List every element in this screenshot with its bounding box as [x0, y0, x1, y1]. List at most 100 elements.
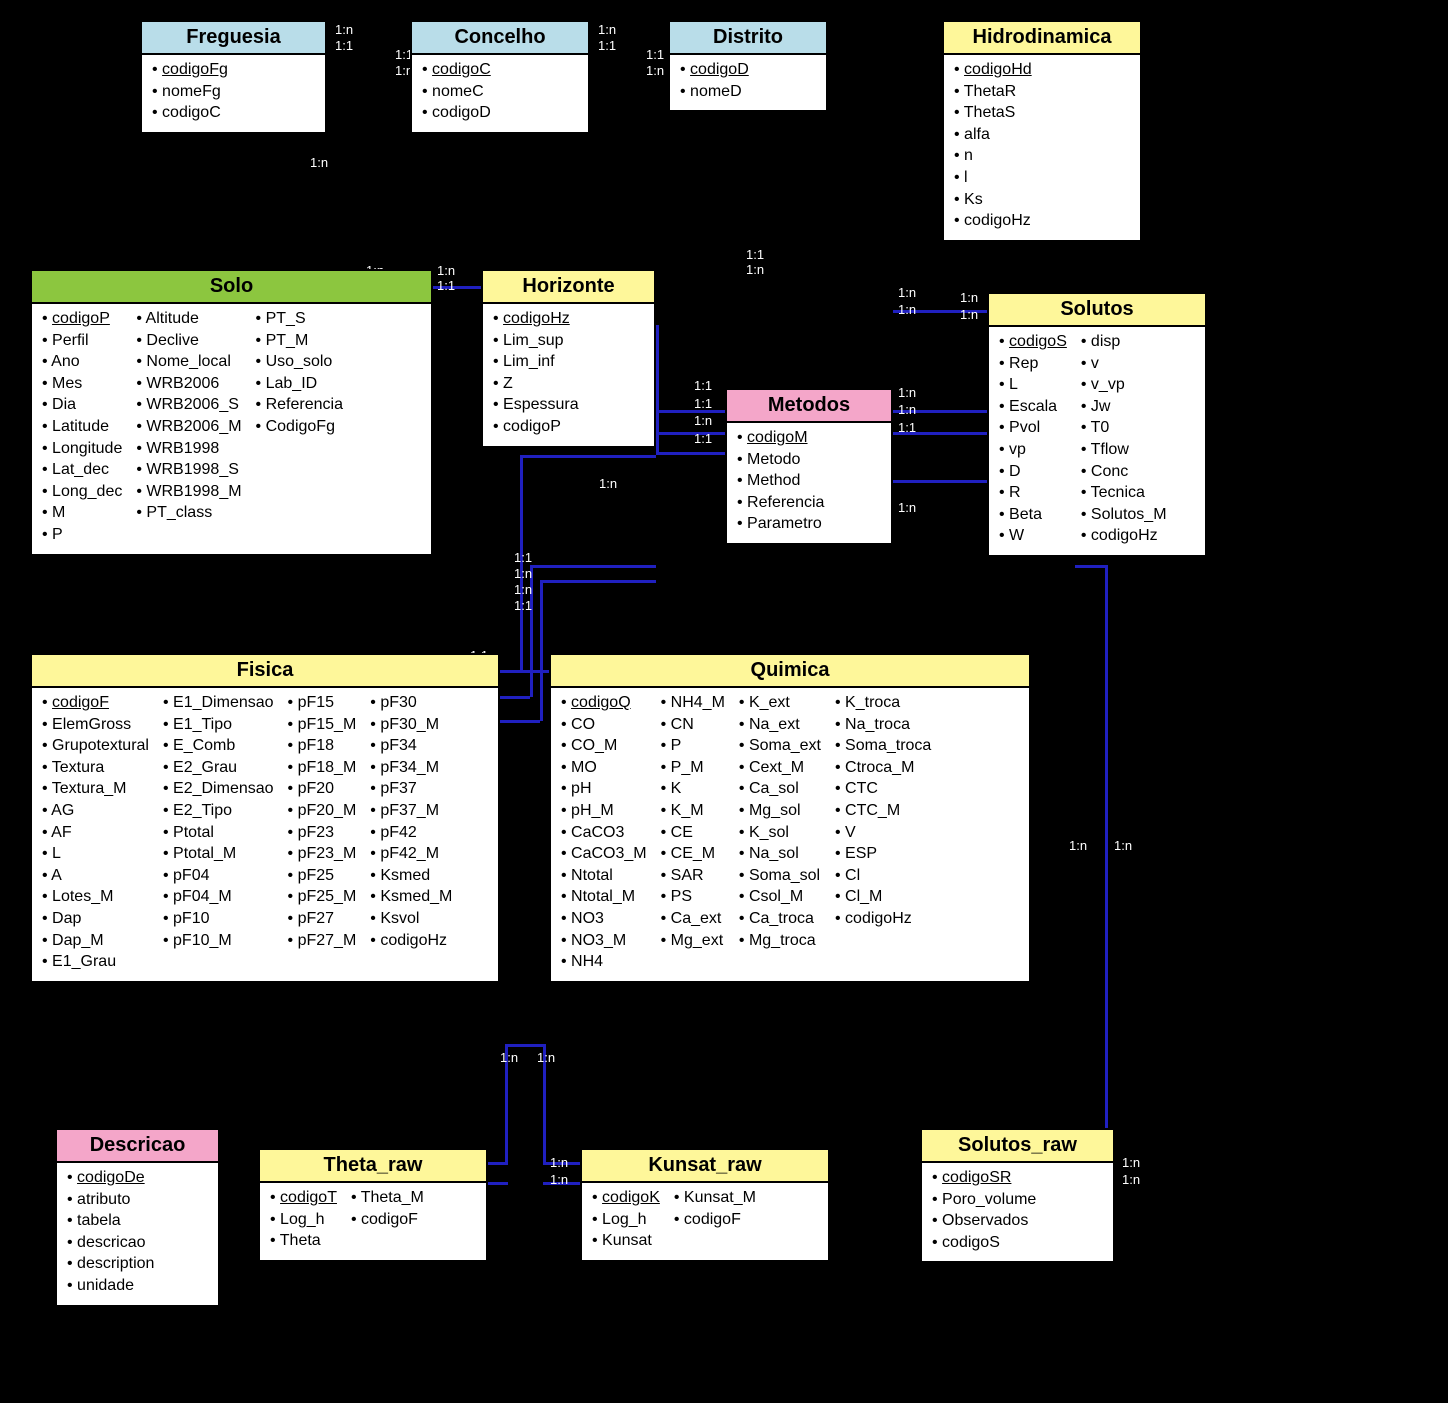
entity-attribute: pF34_M [370, 757, 452, 779]
entity-attribute: codigoDe [67, 1167, 154, 1189]
entity-attribute: Jw [1081, 396, 1167, 418]
entity-attribute: Lim_inf [493, 351, 579, 373]
entity-attribute: description [67, 1253, 154, 1275]
relation-cardinality-label: 1:n [514, 566, 532, 581]
entity-attribute: atributo [67, 1189, 154, 1211]
entity-attribute: WRB1998_M [136, 481, 241, 503]
entity-header: Descricao [57, 1130, 218, 1163]
entity-attribute: codigoP [42, 308, 122, 330]
entity-attribute: Ksmed_M [370, 886, 452, 908]
entity-attribute: Mg_troca [739, 930, 821, 952]
relation-cardinality-label: 1:n [550, 1172, 568, 1187]
entity-attribute: pF04_M [163, 886, 274, 908]
entity-theta_raw: Theta_rawcodigoTLog_hThetaTheta_McodigoF [258, 1148, 488, 1262]
entity-attribute: Lab_ID [256, 373, 343, 395]
entity-attribute: unidade [67, 1275, 154, 1297]
entity-concelho: ConcelhocodigoCnomeCcodigoD [410, 20, 590, 134]
entity-attribute: pF10_M [163, 930, 274, 952]
entity-attribute: E2_Tipo [163, 800, 274, 822]
entity-attribute: Method [737, 470, 824, 492]
entity-attribute: Ca_troca [739, 908, 821, 930]
relation-line [488, 1182, 508, 1185]
relation-line [656, 325, 659, 455]
relation-line [656, 410, 725, 413]
relation-cardinality-label: 1:1 [746, 247, 764, 262]
entity-attribute: alfa [954, 124, 1032, 146]
relation-cardinality-label: 1:n [514, 582, 532, 597]
entity-attribute: pF27 [288, 908, 357, 930]
entity-attribute: P [42, 524, 122, 546]
entity-attribute: CTC_M [835, 800, 931, 822]
relation-line [540, 580, 543, 721]
entity-body: codigoSRPoro_volumeObservadoscodigoS [922, 1163, 1113, 1261]
entity-attribute: codigoS [932, 1232, 1036, 1254]
entity-attribute: CaCO3 [561, 822, 647, 844]
entity-body: codigoHdThetaRThetaSalfanlKscodigoHz [944, 55, 1140, 240]
entity-attribute: nomeC [422, 81, 491, 103]
entity-body: codigoTLog_hThetaTheta_McodigoF [260, 1183, 486, 1260]
entity-body: codigoMMetodoMethodReferenciaParametro [727, 423, 891, 543]
entity-attribute: PT_S [256, 308, 343, 330]
entity-body: codigoSRepLEscalaPvolvpDRBetaWdispvv_vpJ… [989, 327, 1205, 555]
entity-attribute: Long_dec [42, 481, 122, 503]
entity-attribute: Rep [999, 353, 1067, 375]
entity-freguesia: FreguesiacodigoFgnomeFgcodigoC [140, 20, 327, 134]
relation-cardinality-label: 1:n [898, 302, 916, 317]
relation-line [500, 720, 540, 723]
entity-attribute: tabela [67, 1210, 154, 1232]
entity-attribute: Ca_sol [739, 778, 821, 800]
entity-attribute: Declive [136, 330, 241, 352]
entity-quimica: QuimicacodigoQCOCO_MMOpHpH_MCaCO3CaCO3_M… [549, 653, 1031, 983]
relation-cardinality-label: 1:n [598, 22, 616, 37]
entity-attribute: Longitude [42, 438, 122, 460]
entity-attribute: Soma_troca [835, 735, 931, 757]
entity-header: Solo [32, 271, 431, 304]
entity-attribute: Mg_sol [739, 800, 821, 822]
relation-cardinality-label: 1:1 [437, 278, 455, 293]
relation-cardinality-label: 1:1 [598, 38, 616, 53]
entity-attribute: WRB2006 [136, 373, 241, 395]
entity-attribute: Escala [999, 396, 1067, 418]
entity-attribute: Altitude [136, 308, 241, 330]
entity-attribute: CO_M [561, 735, 647, 757]
entity-attribute: Z [493, 373, 579, 395]
entity-attribute: Beta [999, 504, 1067, 526]
entity-attribute: Textura_M [42, 778, 149, 800]
relation-cardinality-label: 1:n [550, 1155, 568, 1170]
relation-cardinality-label: 1:n [1114, 838, 1132, 853]
entity-attribute: l [954, 167, 1032, 189]
relation-cardinality-label: 1:1 [898, 420, 916, 435]
entity-attribute: codigoS [999, 331, 1067, 353]
entity-attribute: codigoHz [1081, 525, 1167, 547]
relation-line [1105, 565, 1108, 1185]
entity-attribute: vp [999, 439, 1067, 461]
entity-attribute: codigoM [737, 427, 824, 449]
entity-attribute: Log_h [270, 1209, 337, 1231]
entity-header: Kunsat_raw [582, 1150, 828, 1183]
entity-attribute: Ptotal_M [163, 843, 274, 865]
entity-attribute: CTC [835, 778, 931, 800]
entity-header: Theta_raw [260, 1150, 486, 1183]
entity-metodos: MetodoscodigoMMetodoMethodReferenciaPara… [725, 388, 893, 545]
entity-attribute: Parametro [737, 513, 824, 535]
entity-attribute: Soma_sol [739, 865, 821, 887]
relation-cardinality-label: 1:1 [335, 38, 353, 53]
entity-attribute: P_M [661, 757, 725, 779]
entity-attribute: pF37 [370, 778, 452, 800]
relation-line [500, 696, 530, 699]
relation-line [656, 432, 725, 435]
entity-attribute: codigoP [493, 416, 579, 438]
entity-attribute: pF18_M [288, 757, 357, 779]
entity-attribute: Lotes_M [42, 886, 149, 908]
entity-attribute: Mg_ext [661, 930, 725, 952]
entity-attribute: pF25_M [288, 886, 357, 908]
entity-attribute: Lat_dec [42, 459, 122, 481]
entity-attribute: Metodo [737, 449, 824, 471]
entity-attribute: Dap [42, 908, 149, 930]
entity-attribute: codigoFg [152, 59, 228, 81]
relation-cardinality-label: 1:1 [694, 396, 712, 411]
entity-attribute: K_M [661, 800, 725, 822]
entity-attribute: E_Comb [163, 735, 274, 757]
entity-attribute: Textura [42, 757, 149, 779]
entity-attribute: Kunsat_M [674, 1187, 756, 1209]
